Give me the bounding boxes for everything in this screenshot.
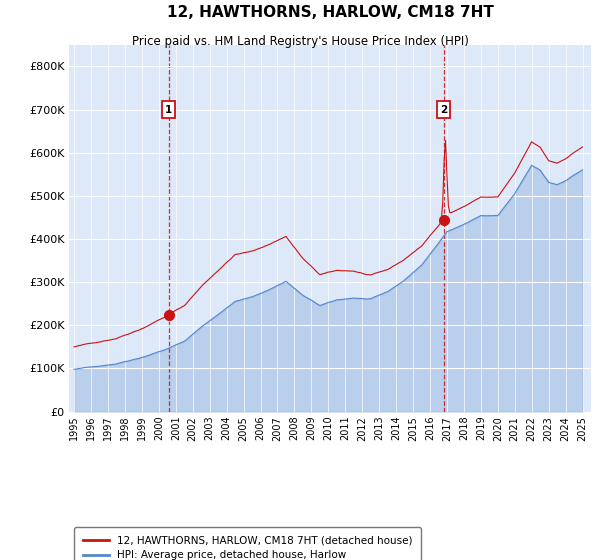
Text: 1: 1 — [165, 105, 172, 115]
Text: 2: 2 — [440, 105, 447, 115]
Title: 12, HAWTHORNS, HARLOW, CM18 7HT: 12, HAWTHORNS, HARLOW, CM18 7HT — [167, 5, 493, 20]
Legend: 12, HAWTHORNS, HARLOW, CM18 7HT (detached house), HPI: Average price, detached h: 12, HAWTHORNS, HARLOW, CM18 7HT (detache… — [74, 527, 421, 560]
Text: Price paid vs. HM Land Registry's House Price Index (HPI): Price paid vs. HM Land Registry's House … — [131, 35, 469, 48]
